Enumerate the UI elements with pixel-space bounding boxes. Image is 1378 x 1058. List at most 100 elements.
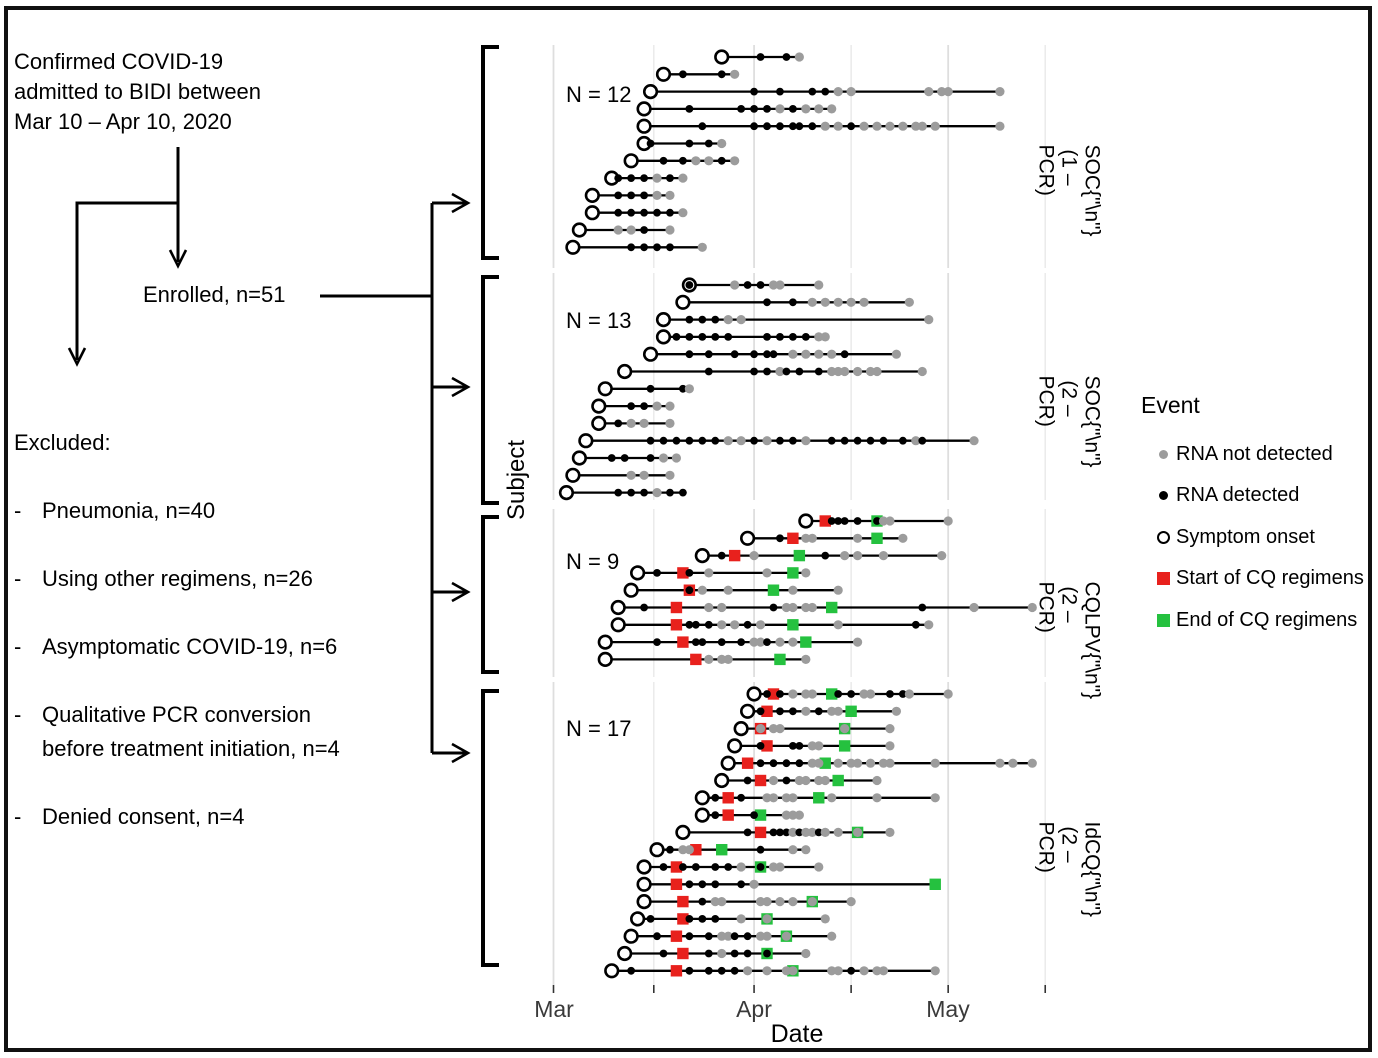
rna-not-detected-marker xyxy=(762,931,772,941)
rna-detected-marker xyxy=(756,759,765,768)
rna-detected-marker xyxy=(679,70,687,79)
rna-detected-marker xyxy=(691,638,700,646)
rna-not-detected-marker xyxy=(872,793,882,803)
rna-not-detected-marker xyxy=(781,931,792,941)
rna-detected-marker xyxy=(704,350,713,359)
rna-detected-marker xyxy=(614,488,623,497)
rna-detected-marker xyxy=(730,966,739,975)
rna-detected-marker xyxy=(788,105,797,113)
subject-timeline xyxy=(591,415,675,432)
rna-not-detected-marker xyxy=(768,280,779,290)
rna-not-detected-marker xyxy=(878,551,889,561)
rna-not-detected-marker xyxy=(872,121,882,131)
cq-end-marker xyxy=(826,601,838,614)
rna-not-detected-marker xyxy=(788,793,798,803)
rna-detected-marker xyxy=(750,367,758,376)
subject-timeline xyxy=(630,565,811,581)
rna-detected-marker xyxy=(679,863,687,871)
cq-end-marker xyxy=(787,965,799,977)
symptom-onset-marker xyxy=(636,876,652,892)
rna-detected-marker xyxy=(756,53,765,61)
rna-detected-marker xyxy=(769,759,778,768)
rna-detected-marker xyxy=(607,454,616,462)
rna-not-detected-marker xyxy=(904,297,914,307)
rna-detected-marker xyxy=(763,949,771,958)
rna-not-detected-marker xyxy=(723,654,733,665)
rna-not-detected-marker xyxy=(814,741,824,751)
rna-detected-marker xyxy=(873,517,881,525)
subject-timeline xyxy=(649,842,811,858)
rna-detected-marker xyxy=(698,897,707,906)
rna-detected-marker xyxy=(698,436,707,445)
symptom-onset-marker xyxy=(739,530,756,546)
cq-end-marker xyxy=(832,774,844,787)
rna-not-detected-marker xyxy=(652,488,662,498)
rna-detected-marker xyxy=(750,350,758,359)
rna-detected-marker xyxy=(840,436,849,445)
rna-detected-marker xyxy=(788,122,797,131)
bracket-panel-4 xyxy=(481,689,499,967)
rna-detected-marker xyxy=(685,139,694,148)
rna-detected-marker xyxy=(730,949,739,958)
symptom-onset-marker xyxy=(642,83,659,100)
arrowhead-down-icon xyxy=(67,347,87,367)
rna-not-detected-marker xyxy=(814,862,824,872)
subject-timeline xyxy=(578,433,979,449)
arrowhead-right-icon xyxy=(451,742,471,764)
rna-detected-marker xyxy=(659,863,668,871)
rna-not-detected-marker xyxy=(911,121,921,131)
rna-not-detected-marker xyxy=(717,948,727,959)
excluded-list: Excluded: - Pneumonia, n=40 - Using other … xyxy=(14,392,340,868)
cq-start-marker xyxy=(819,515,831,527)
cq-start-marker xyxy=(690,844,702,856)
subject-timeline xyxy=(617,363,927,380)
subject-timeline xyxy=(584,205,688,221)
rna-detected-marker xyxy=(666,208,674,217)
symptom-onset-marker xyxy=(578,433,594,449)
rna-not-detected-marker xyxy=(891,349,902,359)
subject-timeline xyxy=(591,398,675,414)
symptom-onset-marker xyxy=(597,651,613,668)
rna-not-detected-marker xyxy=(652,190,662,200)
rna-not-detected-marker xyxy=(665,225,675,235)
symptom-onset-marker xyxy=(733,720,749,737)
symptom-onset-marker xyxy=(642,346,659,362)
rna-not-detected-marker xyxy=(639,418,649,428)
rna-not-detected-marker xyxy=(846,87,856,97)
rna-detected-marker xyxy=(737,880,746,889)
rna-detected-marker xyxy=(704,966,713,975)
symptom-onset-marker xyxy=(636,101,652,117)
rna-detected-marker xyxy=(763,690,771,698)
rna-detected-marker xyxy=(782,53,791,61)
cq-end-marker xyxy=(800,636,812,648)
rna-detected-marker xyxy=(763,105,771,113)
rna-not-detected-marker xyxy=(788,810,798,820)
symptom-onset-marker xyxy=(655,66,672,82)
subject-timeline xyxy=(714,772,882,789)
rna-not-detected-marker xyxy=(788,897,798,907)
rna-detected-marker xyxy=(614,419,623,428)
rna-detected-marker xyxy=(646,454,655,462)
rna-not-detected-marker xyxy=(730,280,740,290)
cq-start-marker xyxy=(722,792,734,804)
cq-start-marker xyxy=(677,567,689,579)
rna-detected-marker xyxy=(640,208,648,217)
rna-not-detected-marker xyxy=(814,280,824,290)
rna-detected-marker xyxy=(640,603,648,612)
symptom-onset-marker xyxy=(655,329,672,345)
rna-detected-marker xyxy=(711,863,720,871)
rna-detected-marker xyxy=(756,742,765,750)
rna-not-detected-marker xyxy=(704,568,714,578)
rna-detected-marker xyxy=(704,620,713,629)
rna-detected-marker xyxy=(853,517,862,525)
rna-not-detected-marker xyxy=(788,349,798,359)
cq-start-marker xyxy=(670,861,683,873)
rna-detected-marker xyxy=(724,863,733,871)
rna-not-detected-marker xyxy=(827,349,837,359)
rna-not-detected-marker xyxy=(717,897,727,907)
cq-end-marker xyxy=(787,567,799,579)
legend-item-symptom-onset: Symptom onset xyxy=(1150,526,1315,549)
rna-detected-marker xyxy=(620,454,629,462)
rna-not-detected-marker xyxy=(749,637,759,647)
rna-not-detected-marker xyxy=(781,602,792,613)
